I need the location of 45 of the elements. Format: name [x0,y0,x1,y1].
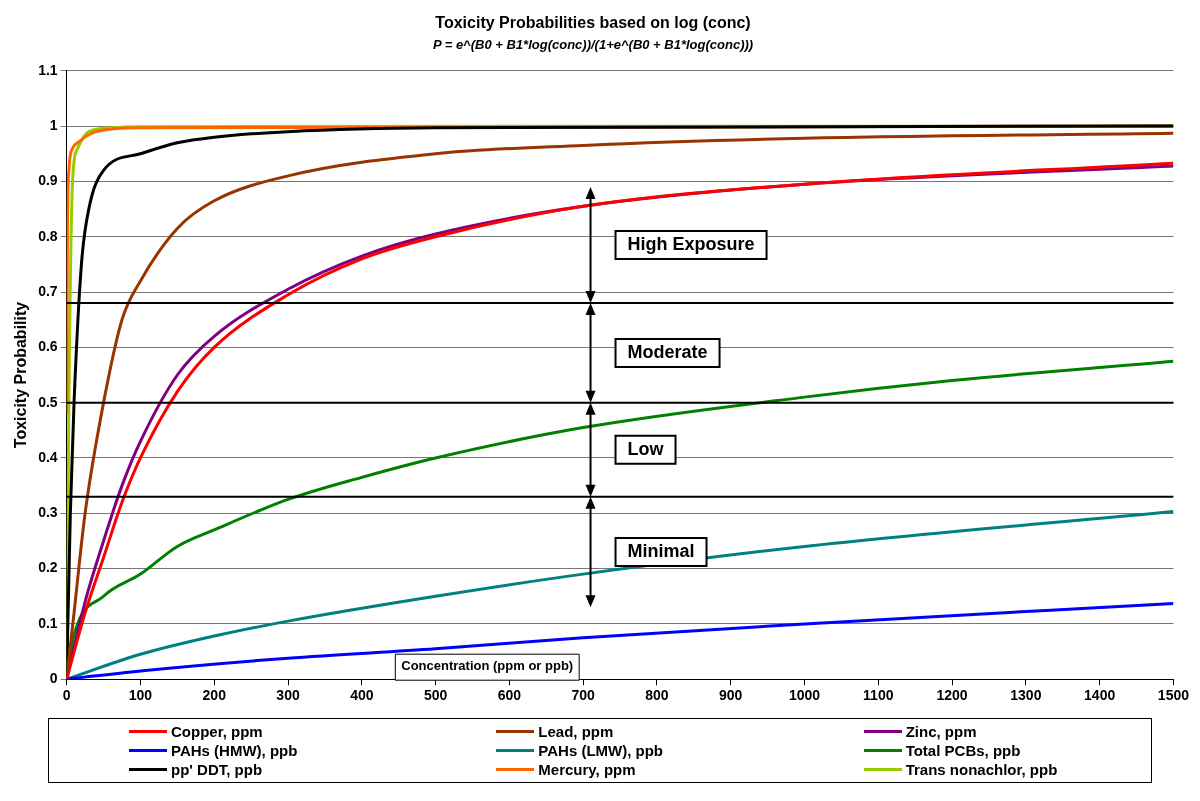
x-tick-label: 0 [62,687,71,704]
legend-label: PAHs (LMW), ppb [538,742,664,759]
x-tick-label: 900 [719,687,743,704]
x-tick-label: 1100 [863,687,894,704]
y-tick-label: 0.7 [38,282,58,299]
x-tick-label: 100 [128,687,153,704]
annotation: High Exposure [627,233,755,254]
x-tick-label: 200 [202,687,227,704]
y-tick-label: 0.2 [38,559,58,576]
y-tick-label: 0.4 [38,448,58,465]
annotation: Moderate [627,341,708,362]
y-tick-label: 0.9 [38,172,58,189]
legend-label: Lead, ppm [538,723,614,740]
chart-title: Toxicity Probabilities based on log (conc) [435,14,751,32]
x-tick-label: 800 [645,687,669,704]
y-tick-label: 0.5 [38,393,58,410]
legend-label: Copper, ppm [171,723,263,740]
y-tick-label: 0.8 [38,227,58,244]
x-tick-label: 400 [350,687,374,704]
y-tick-label: 0 [49,670,58,687]
legend-label: Mercury, ppm [538,761,636,778]
y-axis-title: Toxicity Probability [12,301,30,449]
y-tick-label: 0.3 [38,504,58,521]
x-tick-label: 500 [423,687,448,704]
x-axis-title: Concentration (ppm or ppb) [401,657,574,673]
y-tick-label: 0.1 [38,614,58,631]
x-tick-label: 1500 [1157,687,1190,704]
y-tick-label: 0.6 [38,338,58,355]
x-tick-label: 600 [497,687,522,704]
x-tick-label: 700 [571,687,596,704]
annotation: Low [627,438,665,459]
legend-label: PAHs (HMW), ppb [171,742,298,759]
x-tick-label: 1200 [936,687,968,704]
legend-label: Trans nonachlor, ppb [905,761,1058,778]
chart-subtitle: P = e^(B0 + B1*log(conc))/(1+e^(B0 + B1*log(conc))) [432,36,754,52]
x-tick-label: 1300 [1010,687,1042,704]
x-tick-label: 1400 [1084,687,1116,704]
legend-label: Total PCBs, ppb [905,742,1021,759]
y-tick-label: 1.1 [38,61,58,78]
x-tick-label: 1000 [788,687,821,704]
x-tick-label: 300 [276,687,300,704]
annotation: Minimal [627,540,695,561]
legend-label: pp' DDT, ppb [171,761,263,778]
y-tick-label: 1 [49,116,58,133]
legend-label: Zinc, ppm [905,723,977,740]
